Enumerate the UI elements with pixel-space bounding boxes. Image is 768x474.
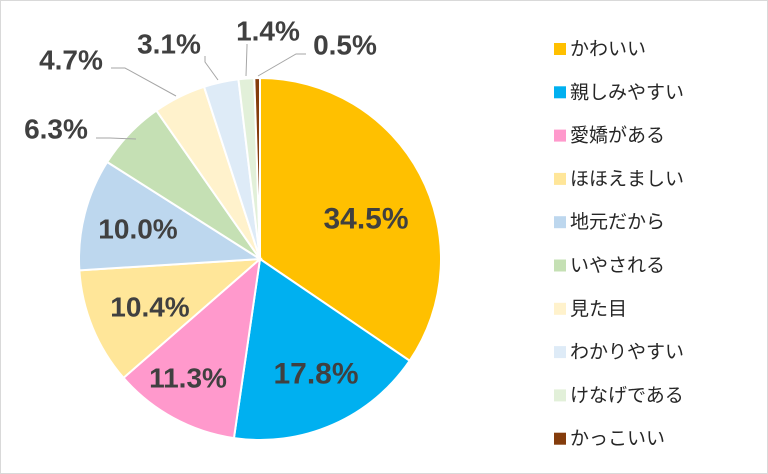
legend-label-8: わかりやすい bbox=[570, 341, 684, 363]
pie-slice-2 bbox=[232, 257, 412, 441]
leader-line-9 bbox=[245, 44, 248, 77]
data-label-2: 17.8% bbox=[273, 358, 358, 391]
legend-label-5: 地元だから bbox=[570, 211, 665, 233]
data-label-8: 3.1% bbox=[137, 29, 201, 60]
legend-label-3: 愛嬌がある bbox=[570, 125, 665, 147]
legend-swatch-6 bbox=[554, 259, 566, 272]
pie-slice-10 bbox=[253, 76, 261, 260]
leader-line-10 bbox=[257, 53, 306, 77]
pie-slice-1 bbox=[259, 76, 442, 363]
legend-label-7: 見た目 bbox=[570, 298, 627, 320]
legend-swatch-5 bbox=[554, 216, 566, 229]
legend-swatch-3 bbox=[554, 129, 566, 142]
leader-line-7 bbox=[111, 67, 177, 97]
leader-line-6 bbox=[96, 137, 137, 140]
data-label-5: 10.0% bbox=[98, 214, 177, 245]
legend-swatch-4 bbox=[554, 172, 566, 185]
pie-slice-5 bbox=[78, 160, 264, 272]
legend-swatch-10 bbox=[554, 432, 566, 445]
pie-slice-3 bbox=[122, 256, 262, 440]
legend-label-1: かわいい bbox=[570, 38, 646, 60]
data-label-6: 6.3% bbox=[24, 114, 88, 145]
legend-swatch-9 bbox=[554, 389, 566, 402]
pie-slice-4 bbox=[78, 257, 263, 380]
data-label-7: 4.7% bbox=[39, 45, 103, 76]
leader-line-8 bbox=[204, 56, 219, 81]
legend-label-4: ほほえましい bbox=[570, 168, 684, 190]
legend-label-2: 親しみやすい bbox=[570, 81, 684, 103]
legend-label-10: かっこいい bbox=[570, 428, 665, 450]
legend-swatch-2 bbox=[554, 86, 566, 99]
data-label-9: 1.4% bbox=[236, 16, 300, 47]
legend-label-9: けなげである bbox=[570, 384, 684, 406]
data-label-3: 11.3% bbox=[149, 363, 227, 394]
legend-swatch-7 bbox=[554, 302, 566, 315]
legend-swatch-1 bbox=[554, 43, 566, 55]
data-label-10: 0.5% bbox=[313, 30, 377, 61]
data-label-1: 34.5% bbox=[323, 203, 408, 236]
data-label-4: 10.4% bbox=[110, 292, 189, 323]
legend-swatch-8 bbox=[554, 346, 566, 359]
legend-label-6: いやされる bbox=[570, 255, 665, 277]
